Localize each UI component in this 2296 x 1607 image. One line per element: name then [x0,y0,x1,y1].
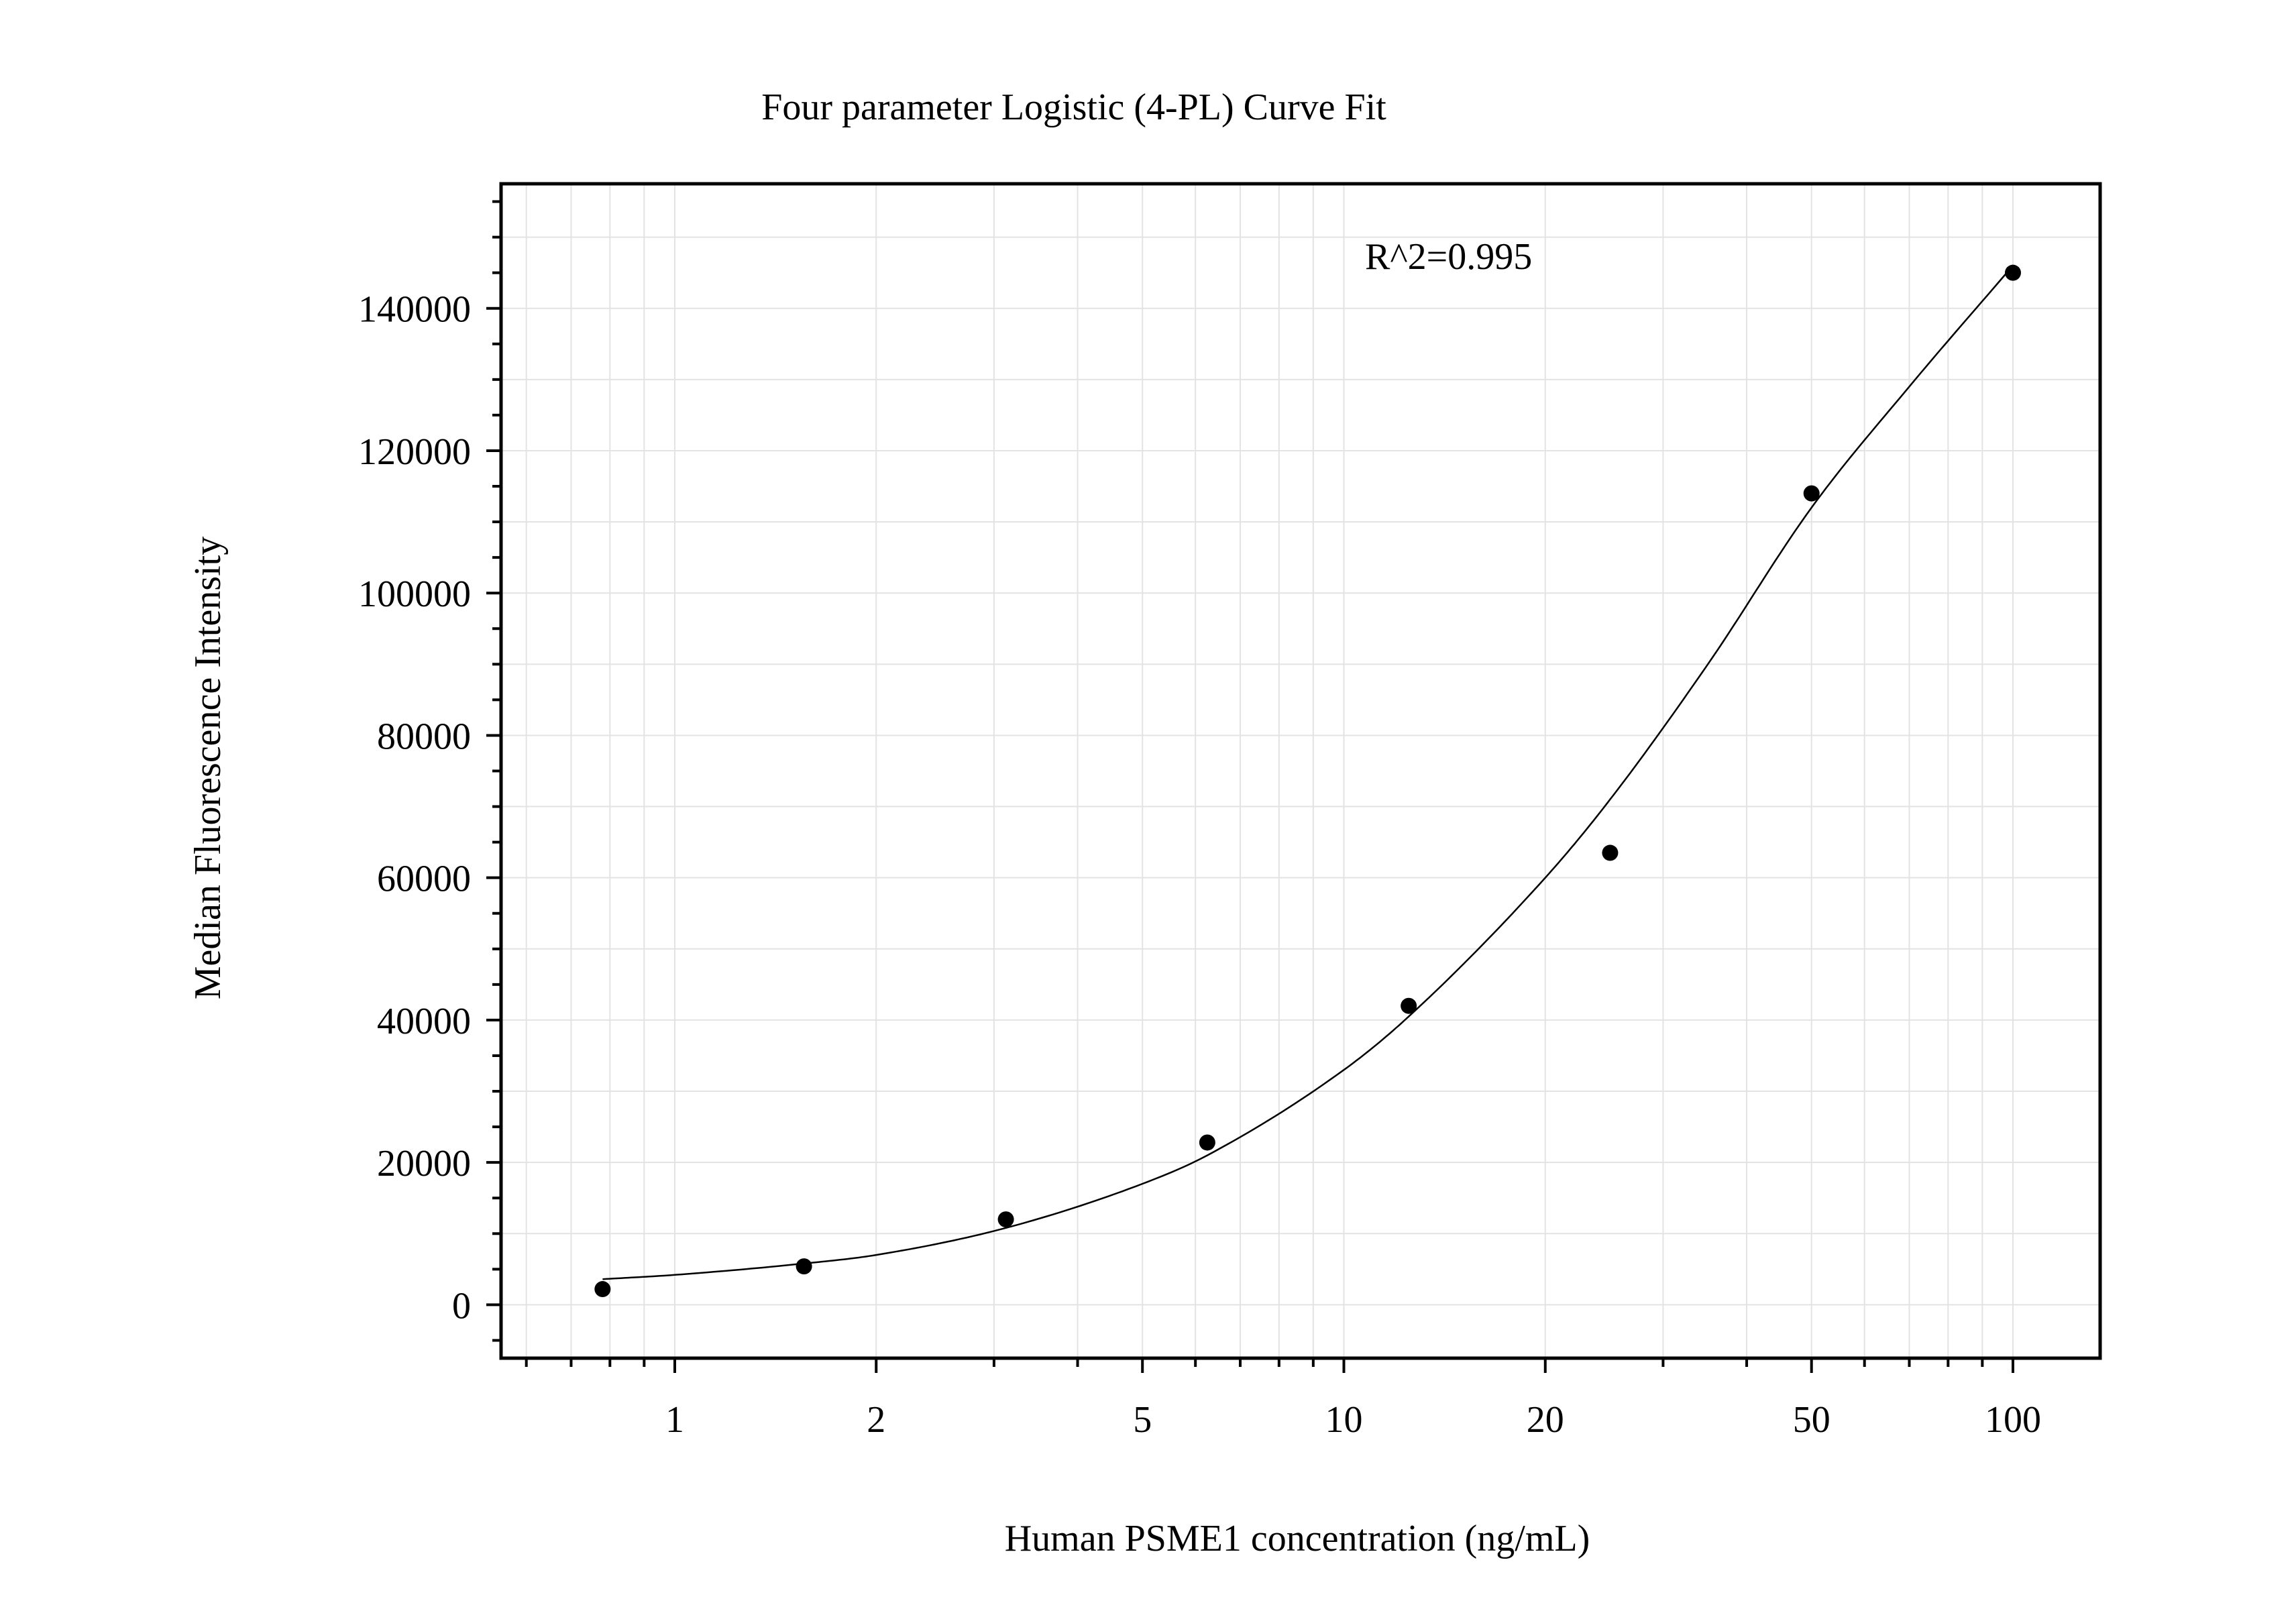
y-tick-label: 40000 [377,1001,471,1042]
x-tick-label: 100 [1985,1399,2041,1441]
data-point [796,1258,812,1275]
chart-title: Four parameter Logistic (4-PL) Curve Fit [761,87,1386,128]
y-tick-label: 120000 [358,431,471,473]
x-tick-label: 50 [1793,1399,1830,1441]
axis-ticks [486,200,2014,1373]
data-points-layer [594,264,2021,1298]
x-tick-label: 2 [867,1399,885,1441]
grid [501,184,2100,1358]
data-point [1602,844,1619,861]
y-tick-label: 20000 [377,1143,471,1184]
data-point [997,1211,1014,1228]
data-point [1401,997,1417,1014]
x-tick-label: 1 [665,1399,684,1441]
y-tick-label: 100000 [358,573,471,615]
y-tick-labels: 0 20000 40000 60000 80000 100000 120000 140000 [358,289,471,1327]
x-axis-label: Human PSME1 concentration (ng/mL) [1005,1518,1590,1559]
y-tick-label: 140000 [358,289,471,331]
x-tick-label: 20 [1527,1399,1564,1441]
r-squared-annotation: R^2=0.995 [1365,236,1532,278]
x-tick-label: 5 [1133,1399,1152,1441]
fit-curve-line [602,265,2014,1280]
fit-curve-layer [602,265,2014,1280]
data-point [2004,264,2021,281]
data-point [594,1281,611,1298]
plot-frame [499,182,2102,1360]
y-tick-label: 0 [452,1285,471,1327]
y-tick-label: 80000 [377,716,471,757]
data-point [1803,485,1820,502]
x-tick-label: 10 [1325,1399,1362,1441]
y-axis-label: Median Fluorescence Intensity [187,537,229,999]
data-point [1199,1134,1215,1151]
y-tick-label: 60000 [377,858,471,900]
x-tick-labels: 1 2 5 10 20 50 100 [665,1399,2041,1441]
